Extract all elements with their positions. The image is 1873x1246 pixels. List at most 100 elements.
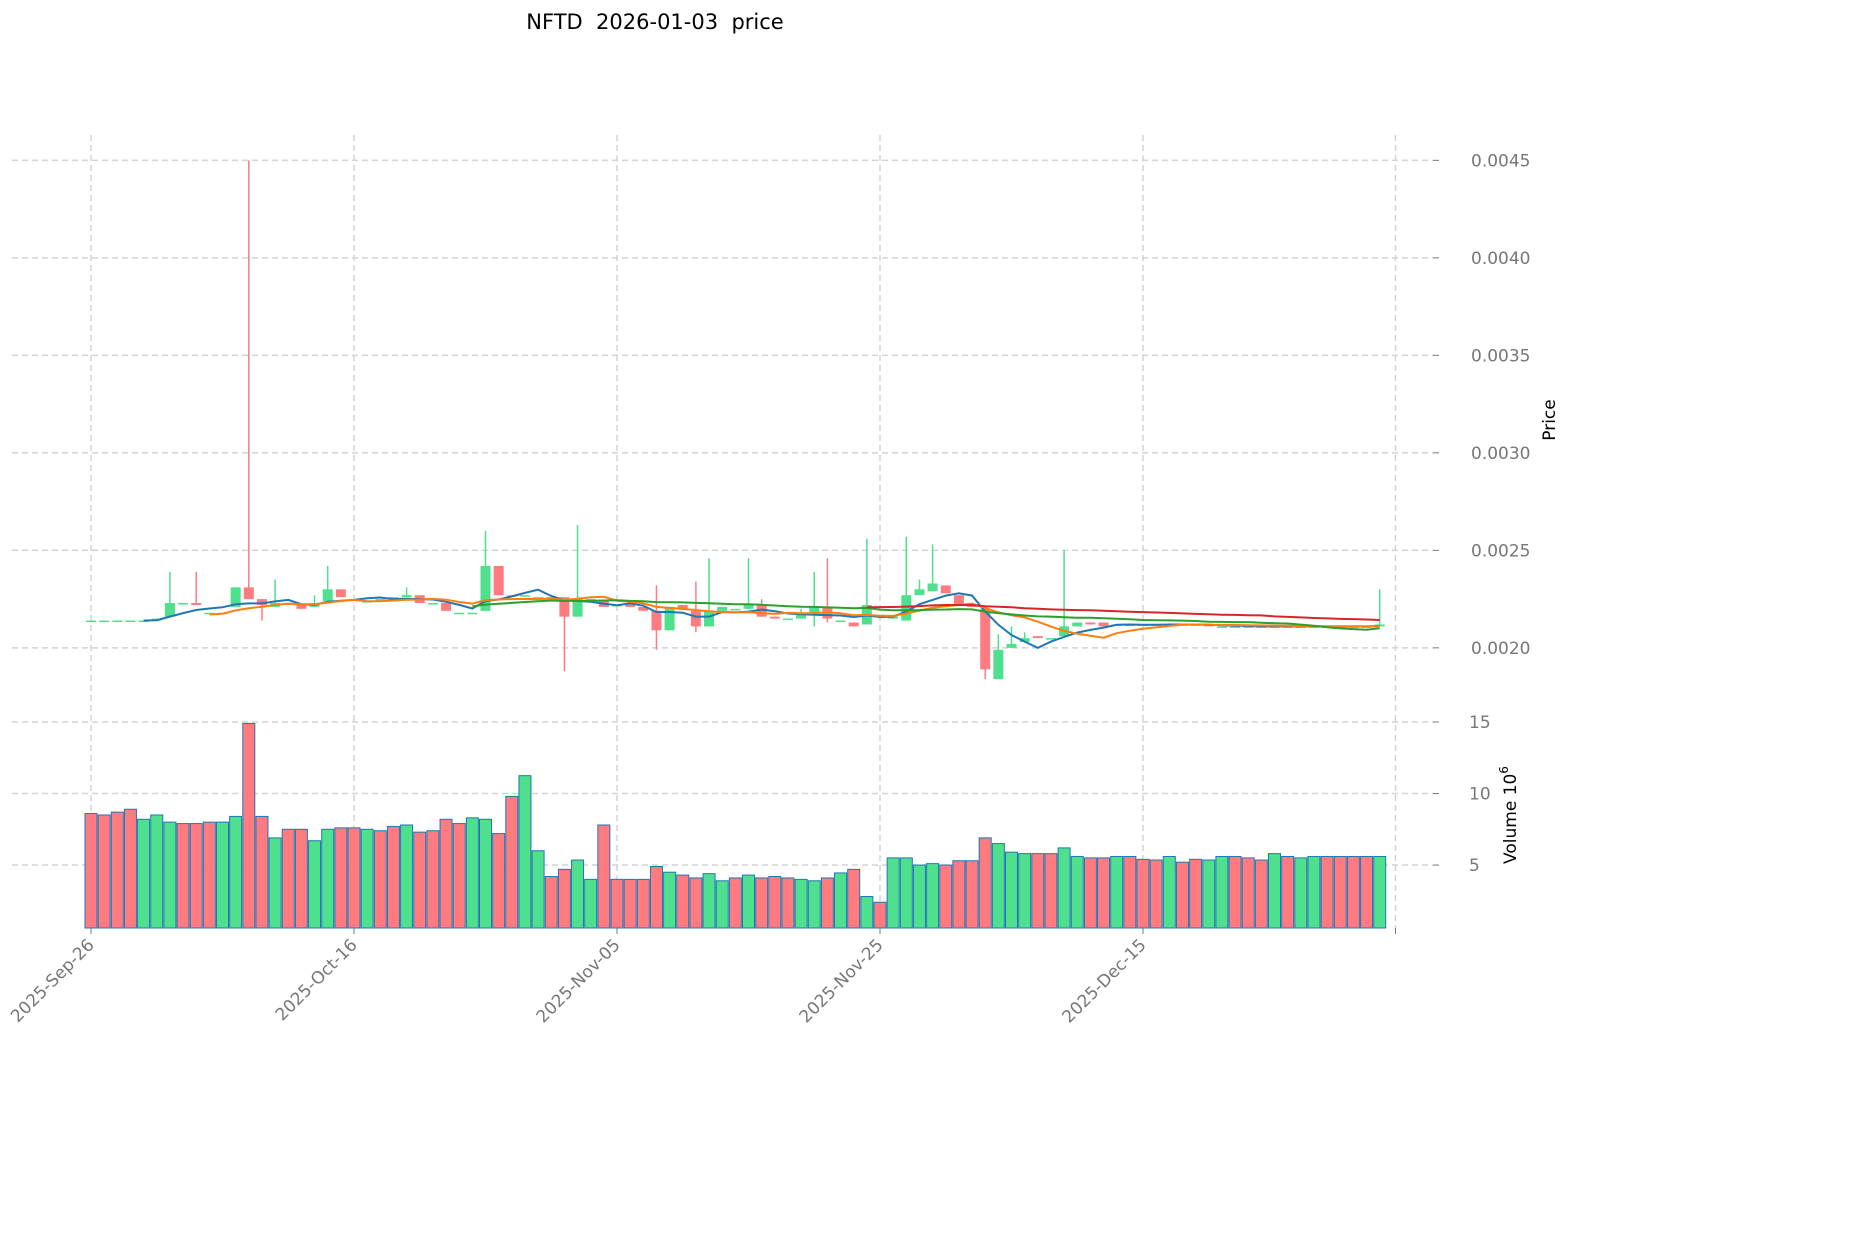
candle-body [138,620,149,623]
candle-body [322,589,333,602]
date-tick-label: 2025-Oct-16 [272,935,362,1025]
candle-body [230,587,241,607]
volume-bar [1136,858,1150,929]
candle-body [125,620,136,623]
volume-bar [597,824,611,929]
candle-body [164,603,175,617]
volume-bar [584,878,598,929]
candle-body [388,597,399,599]
volume-bar [1268,853,1281,929]
moving-average-line-60 [866,604,1380,621]
volume-bars [84,722,1387,929]
volume-bar [373,830,387,929]
price-tick-label: 0.0040 [1471,249,1530,269]
candle-body [441,603,452,611]
volume-tick-label: 5 [1469,856,1480,876]
chart-title: NFTD 2026-01-03 price [526,10,784,34]
candle-body [493,565,504,596]
date-tick-label: 2025-Nov-25 [796,935,888,1027]
moving-average-line-30 [472,599,1380,631]
volume-bar [1294,857,1308,929]
volume-bar [663,871,677,929]
volume-bar [531,850,545,929]
volume-bar [1215,855,1229,929]
volume-bar [886,857,900,929]
volume-bar [347,827,361,929]
candle-body [809,606,820,615]
volume-bar [1162,855,1176,929]
volume-bar [1360,855,1374,929]
volume-axis-exponent: 6 [1497,766,1511,774]
volume-bar [242,722,256,929]
volume-bar [610,878,624,929]
volume-bar [965,860,979,929]
volume-bar [1097,857,1111,929]
candle-body [940,585,951,594]
volume-bar [189,823,203,929]
volume-bar [1202,859,1216,929]
volume-bar [308,840,322,929]
volume-bar [557,868,571,929]
candle-body [953,595,964,605]
volume-bar [1070,855,1084,929]
candle-body [717,606,728,611]
candle-body [1243,626,1254,628]
volume-bar [281,828,295,929]
candle-body [782,618,793,621]
volume-bar [216,821,229,929]
volume-bar [1110,855,1124,929]
volume-bar [1057,847,1071,929]
volume-bar [1320,855,1334,929]
volume-bar [1189,858,1203,929]
candle-body [993,649,1004,680]
candle-body [1032,636,1043,639]
price-tick-label: 0.0030 [1471,444,1530,464]
volume-bar [518,775,532,929]
volume-bar [1018,853,1032,929]
price-tick-label: 0.0025 [1471,541,1530,561]
volume-bar [268,837,282,929]
candle-body [927,583,938,592]
candle-body [888,616,899,619]
candle-body [375,599,386,601]
volume-bar [452,823,466,929]
volume-bar [649,865,663,929]
candle-body [835,620,846,623]
volume-bar [163,821,177,929]
volume-axis-label-text: Volume 10 [1501,774,1521,864]
volume-bar [400,824,414,929]
volume-bar [1123,855,1137,929]
volume-bar [571,859,585,929]
candle-body [625,603,636,607]
volume-bar [781,877,795,929]
volume-bar [794,878,808,929]
volume-bar [1307,855,1321,929]
candle-body [559,597,570,617]
volume-bar [1083,857,1097,929]
candle-body [204,612,215,615]
volume-bar [360,828,374,929]
volume-bar [715,880,729,929]
candle-body [401,595,412,598]
candle-body [638,606,649,611]
moving-average-line-10 [209,595,1380,639]
volume-bar [1228,855,1242,929]
volume-bar [150,814,164,929]
volume-bar [952,860,966,929]
volume-bar [676,874,690,929]
volume-bar [899,857,913,929]
candle-body [1098,622,1109,627]
candle-body [1085,622,1096,625]
candle-body [664,606,675,631]
candle-body [454,612,465,615]
volume-bar [873,901,887,929]
volume-bar [294,828,308,929]
volume-bar [755,877,769,929]
volume-bar [123,808,137,929]
volume-bar [176,823,190,929]
volume-bar [742,874,755,929]
volume-bar [1241,857,1255,929]
volume-bar [847,868,861,929]
candle-body [651,610,662,631]
